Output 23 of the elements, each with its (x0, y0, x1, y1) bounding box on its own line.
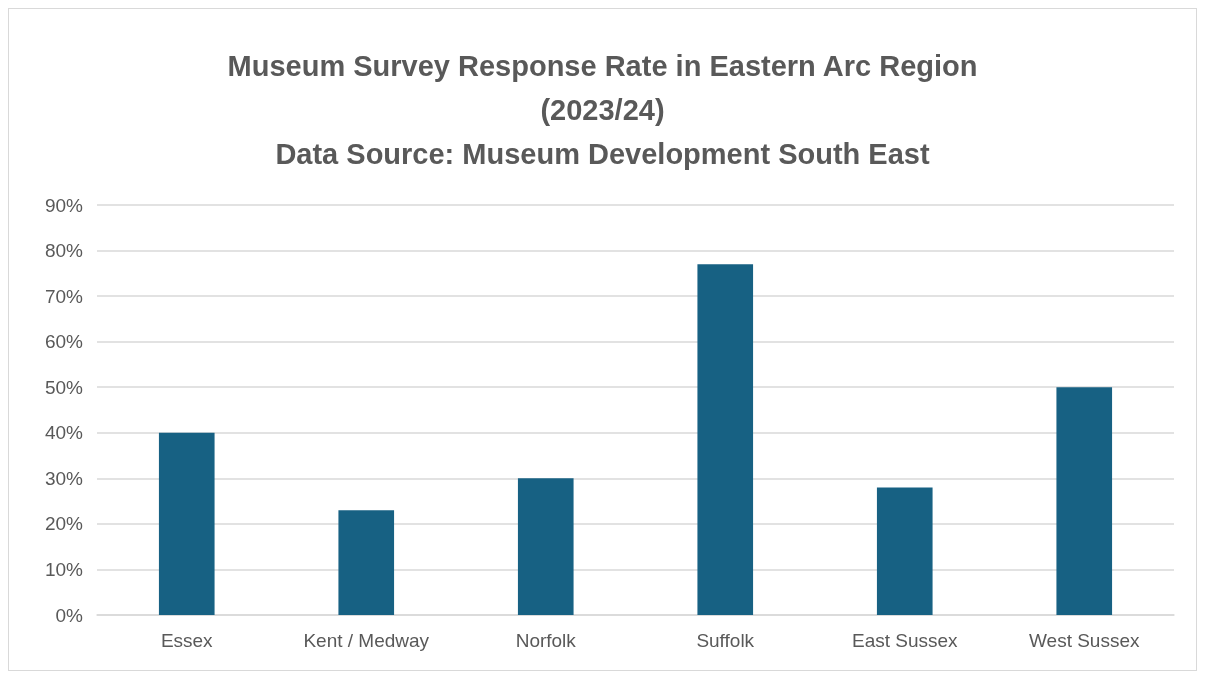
y-tick-label: 60% (44, 331, 84, 353)
chart-title: Museum Survey Response Rate in Eastern Arc Region (2023/24) Data Source: Museum Development South East (227, 50, 978, 170)
y-tick-label: 40% (44, 422, 84, 444)
y-tick-label: 90% (44, 194, 84, 216)
y-tick-label: 20% (44, 513, 84, 535)
y-tick-label: 10% (44, 558, 84, 580)
bar (1056, 387, 1113, 615)
y-tick-label: 30% (44, 467, 84, 489)
x-tick-label: Kent / Medway (303, 630, 430, 651)
y-tick-label: 0% (55, 604, 84, 626)
x-tick-label: East Sussex (851, 630, 959, 651)
y-tick-label: 70% (44, 285, 84, 307)
bar (697, 264, 754, 615)
x-tick-label: West Sussex (1028, 630, 1141, 651)
y-tick-label: 50% (44, 376, 84, 398)
x-tick-label: Suffolk (696, 630, 755, 651)
x-tick-label: Essex (160, 630, 214, 651)
bar (876, 487, 933, 615)
y-tick-label: 80% (44, 240, 84, 262)
bar (158, 432, 215, 615)
bar (338, 510, 395, 615)
bar (517, 478, 574, 615)
x-tick-label: Norfolk (515, 630, 577, 651)
